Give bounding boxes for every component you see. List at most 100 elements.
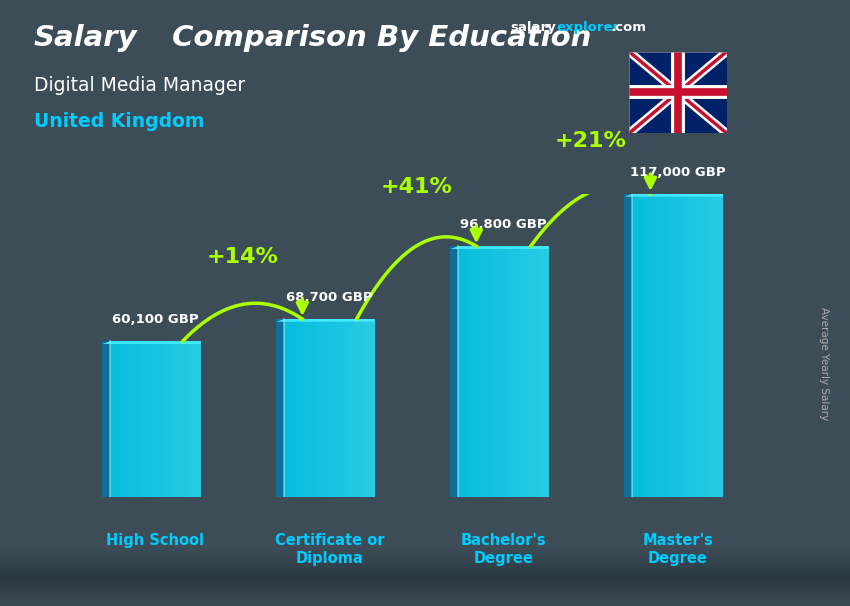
Bar (195, 341, 198, 497)
Text: explorer: explorer (557, 21, 620, 34)
Bar (179, 341, 183, 497)
Bar (687, 194, 689, 497)
Bar (332, 319, 336, 497)
Bar (140, 341, 144, 497)
Bar (668, 194, 672, 497)
Bar (198, 341, 201, 497)
Bar (714, 194, 717, 497)
Bar (354, 319, 357, 497)
Text: 96,800 GBP: 96,800 GBP (460, 218, 547, 231)
Text: Comparison By Education: Comparison By Education (162, 24, 591, 52)
Bar (635, 194, 638, 497)
Bar (717, 194, 720, 497)
Bar (693, 194, 695, 497)
Bar (677, 194, 681, 497)
Bar (189, 341, 191, 497)
Bar (644, 194, 648, 497)
Bar (167, 341, 171, 497)
Polygon shape (625, 194, 722, 196)
Bar (290, 319, 293, 497)
Bar (297, 319, 299, 497)
Bar (540, 246, 543, 497)
Bar (497, 246, 501, 497)
Text: High School: High School (106, 533, 205, 548)
Bar (371, 319, 375, 497)
Text: Master's
Degree: Master's Degree (642, 533, 713, 565)
Bar (695, 194, 699, 497)
Bar (689, 194, 693, 497)
Bar (158, 341, 162, 497)
Bar (530, 246, 534, 497)
Polygon shape (102, 341, 201, 344)
Bar (699, 194, 702, 497)
Text: Bachelor's
Degree: Bachelor's Degree (461, 533, 547, 565)
Bar (522, 246, 524, 497)
Bar (491, 246, 495, 497)
Bar (138, 341, 140, 497)
Bar (119, 341, 122, 497)
Bar (309, 319, 311, 497)
Bar (350, 319, 354, 497)
Polygon shape (276, 319, 375, 322)
Bar (128, 341, 131, 497)
Text: +21%: +21% (554, 132, 626, 152)
Text: 68,700 GBP: 68,700 GBP (286, 291, 373, 304)
Bar (144, 341, 146, 497)
Bar (156, 341, 158, 497)
Bar (711, 194, 714, 497)
Bar (110, 341, 113, 497)
Bar (338, 319, 342, 497)
Bar (284, 319, 287, 497)
Bar (660, 194, 662, 497)
Bar (650, 194, 654, 497)
Bar (305, 319, 309, 497)
Bar (287, 319, 290, 497)
Bar (314, 319, 317, 497)
Bar (681, 194, 683, 497)
Bar (503, 246, 507, 497)
Bar (303, 319, 305, 497)
Text: .com: .com (610, 21, 646, 34)
Bar (507, 246, 509, 497)
Bar (360, 319, 363, 497)
Bar (131, 341, 134, 497)
Bar (185, 341, 189, 497)
Bar (330, 319, 332, 497)
Polygon shape (450, 246, 549, 249)
Bar (113, 341, 116, 497)
Polygon shape (276, 319, 284, 497)
Bar (546, 246, 549, 497)
Bar (134, 341, 138, 497)
Bar (485, 246, 489, 497)
Polygon shape (450, 246, 458, 497)
Bar (642, 194, 644, 497)
Bar (638, 194, 642, 497)
Text: salary: salary (510, 21, 556, 34)
Bar (191, 341, 195, 497)
Bar (464, 246, 468, 497)
Bar (336, 319, 338, 497)
Bar (720, 194, 722, 497)
Bar (357, 319, 360, 497)
Text: Average Yearly Salary: Average Yearly Salary (819, 307, 829, 420)
Bar (476, 246, 479, 497)
Bar (344, 319, 348, 497)
Bar (326, 319, 330, 497)
Bar (705, 194, 708, 497)
Bar (702, 194, 705, 497)
Bar (495, 246, 497, 497)
Bar (173, 341, 177, 497)
Bar (366, 319, 369, 497)
Text: Certificate or
Diploma: Certificate or Diploma (275, 533, 384, 565)
Bar (534, 246, 536, 497)
Bar (501, 246, 503, 497)
Bar (528, 246, 530, 497)
Bar (177, 341, 179, 497)
Bar (150, 341, 152, 497)
Bar (524, 246, 528, 497)
Bar (516, 246, 518, 497)
Bar (324, 319, 326, 497)
Text: United Kingdom: United Kingdom (34, 112, 204, 131)
Bar (183, 341, 185, 497)
Bar (708, 194, 711, 497)
